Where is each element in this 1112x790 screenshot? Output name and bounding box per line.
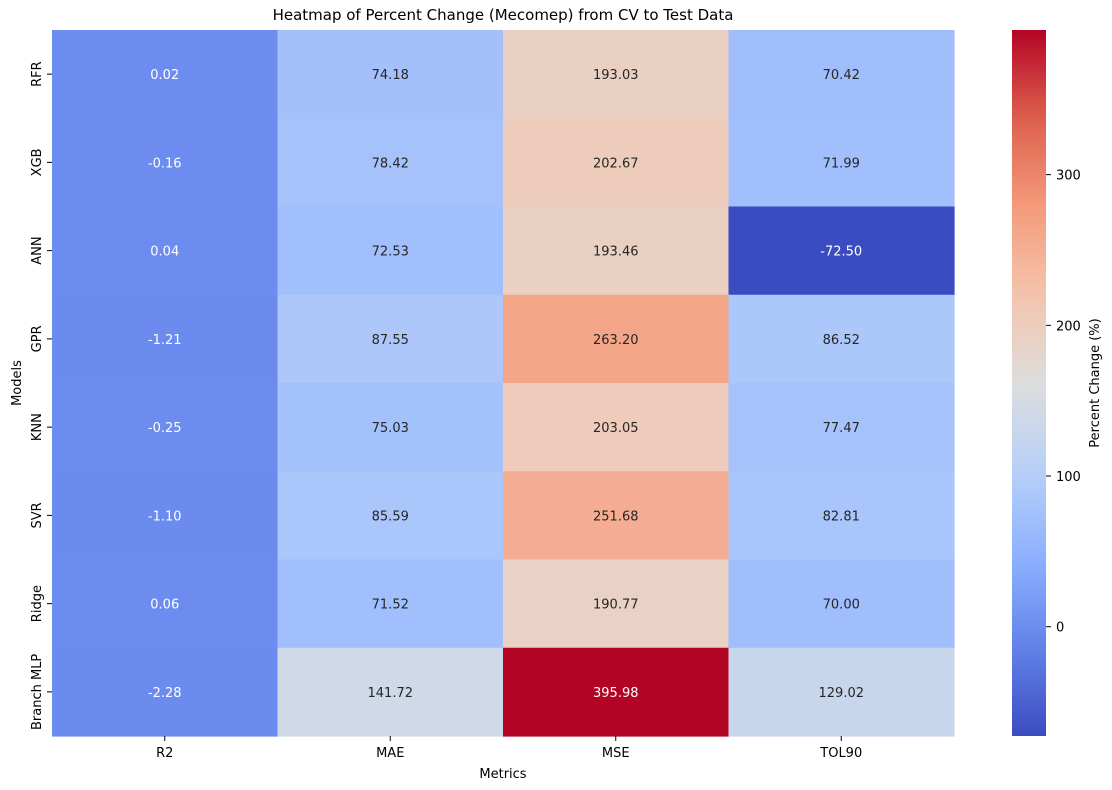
heatmap-cell — [52, 30, 279, 119]
y-tick-label: RFR — [30, 61, 45, 87]
heatmap-cell — [728, 118, 955, 208]
heatmap-cell — [277, 30, 504, 119]
heatmap-cell — [503, 471, 730, 561]
heatmap-cell — [503, 647, 730, 737]
x-axis-label: Metrics — [479, 767, 526, 782]
cell-value-label: 0.02 — [150, 68, 179, 83]
cell-value-label: 0.06 — [150, 598, 179, 613]
cell-value-label: 86.52 — [823, 333, 860, 348]
cell-value-label: -0.25 — [148, 421, 182, 436]
y-tick-label: KNN — [30, 413, 45, 441]
cell-value-label: 190.77 — [593, 598, 639, 613]
heatmap-cell — [503, 294, 730, 384]
x-axis-ticks: R2 MAE MSE TOL90 — [156, 736, 862, 761]
cell-value-label: 203.05 — [593, 421, 639, 436]
chart-title: Heatmap of Percent Change (Mecomep) from… — [273, 6, 734, 24]
cell-value-label: 0.04 — [150, 245, 179, 260]
cell-value-label: 193.03 — [593, 68, 639, 83]
cell-value-label: -1.21 — [148, 333, 182, 348]
y-tick-label: Ridge — [30, 585, 45, 622]
x-tick-label: R2 — [156, 746, 173, 761]
cell-value-label: 129.02 — [819, 686, 865, 701]
heatmap-cell — [503, 559, 730, 649]
heatmap-cell — [728, 294, 955, 384]
y-tick-label: SVR — [30, 502, 45, 528]
y-tick-label: ANN — [30, 236, 45, 264]
cell-value-label: -0.16 — [148, 156, 182, 171]
heatmap-cell — [728, 647, 955, 737]
cell-value-label: -2.28 — [148, 686, 182, 701]
colorbar-tick-label: 200 — [1056, 319, 1081, 334]
cell-value-label: 251.68 — [593, 509, 639, 524]
cell-value-label: 77.47 — [823, 421, 860, 436]
colorbar-ticks: 0 100 200 300 — [1046, 169, 1081, 636]
cell-value-label: 72.53 — [372, 245, 409, 260]
heatmap-cells — [52, 30, 955, 737]
cell-value-label: 85.59 — [372, 509, 409, 524]
x-tick-label: MSE — [602, 746, 630, 761]
heatmap-cell — [277, 559, 504, 649]
cell-value-label: 71.99 — [823, 156, 860, 171]
heatmap-cell — [277, 206, 504, 296]
cell-value-label: 74.18 — [372, 68, 409, 83]
heatmap-cell — [52, 294, 279, 384]
heatmap-cell — [277, 118, 504, 208]
cell-value-label: 82.81 — [823, 509, 860, 524]
heatmap-cell — [52, 471, 279, 561]
heatmap-cell — [52, 206, 279, 296]
heatmap-cell — [503, 206, 730, 296]
heatmap-cell — [728, 30, 955, 119]
heatmap-cell — [503, 118, 730, 208]
cell-value-label: 70.00 — [823, 598, 860, 613]
cell-value-label: -1.10 — [148, 509, 182, 524]
cell-value-label: 70.42 — [823, 68, 860, 83]
y-tick-label: Branch MLP — [30, 654, 45, 730]
x-tick-label: MAE — [376, 746, 404, 761]
heatmap-cell — [277, 294, 504, 384]
cell-value-label: 193.46 — [593, 245, 639, 260]
colorbar-label: Percent Change (%) — [1088, 318, 1103, 447]
colorbar — [1012, 30, 1046, 736]
cell-value-label: 141.72 — [368, 686, 414, 701]
heatmap-cell — [503, 30, 730, 119]
heatmap-cell — [277, 383, 504, 472]
cell-value-label: 202.67 — [593, 156, 639, 171]
heatmap-cell — [728, 471, 955, 561]
cell-value-label: 395.98 — [593, 686, 639, 701]
colorbar-tick-label: 300 — [1056, 169, 1081, 184]
y-axis-label: Models — [10, 360, 25, 406]
y-axis-ticks: RFR XGB ANN GPR KNN SVR Ridge Branch MLP — [30, 61, 52, 730]
heatmap-cell — [277, 471, 504, 561]
cell-value-label: 263.20 — [593, 333, 639, 348]
x-tick-label: TOL90 — [819, 746, 862, 761]
heatmap-cell-labels: 0.02 74.18 193.03 70.42 -0.16 78.42 202.67 71.9… — [148, 68, 864, 701]
heatmap-cell — [52, 383, 279, 472]
y-tick-label: GPR — [30, 325, 45, 352]
heatmap-cell — [52, 118, 279, 208]
colorbar-tick-label: 100 — [1056, 470, 1081, 485]
cell-value-label: 75.03 — [372, 421, 409, 436]
colorbar-tick-label: 0 — [1056, 621, 1064, 636]
heatmap-cell — [728, 383, 955, 472]
heatmap-cell — [728, 206, 955, 296]
heatmap-cell — [52, 559, 279, 649]
heatmap-cell — [277, 647, 504, 737]
cell-value-label: 87.55 — [372, 333, 409, 348]
heatmap-cell — [728, 559, 955, 649]
y-tick-label: XGB — [30, 148, 45, 176]
cell-value-label: 78.42 — [372, 156, 409, 171]
cell-value-label: 71.52 — [372, 598, 409, 613]
cell-value-label: -72.50 — [820, 245, 862, 260]
heatmap-cell — [52, 647, 279, 737]
heatmap-cell — [503, 383, 730, 472]
